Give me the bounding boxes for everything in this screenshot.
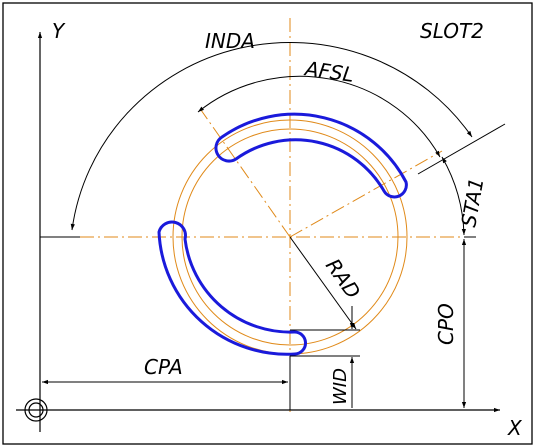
afsl-label: AFSL — [302, 56, 356, 87]
wid-label: WID — [330, 368, 351, 405]
sta1-arc — [441, 156, 466, 236]
sta1-line — [289, 150, 443, 238]
lower-slot — [157, 220, 307, 356]
afsl-arc — [197, 75, 441, 158]
rad-label: RAD — [321, 254, 365, 303]
sta1-extension — [417, 123, 506, 175]
cpo-label: CPO — [434, 303, 458, 345]
origin-circle-outer — [24, 398, 48, 422]
sta1-label: STA1 — [456, 176, 488, 229]
y-axis-label: Y — [52, 19, 66, 43]
origin-circle-inner — [28, 402, 44, 418]
x-axis-label: X — [507, 416, 523, 440]
inda-label: INDA — [205, 29, 255, 53]
axes — [16, 32, 500, 432]
drawing-title: SLOT2 — [420, 19, 484, 43]
inda-arc — [70, 42, 473, 231]
slots — [157, 112, 408, 356]
dimension-lines — [40, 42, 506, 410]
drawing-frame — [2, 2, 533, 445]
upper-slot — [214, 112, 408, 199]
cpa-label: CPA — [144, 355, 183, 379]
rad-leader — [289, 236, 357, 330]
